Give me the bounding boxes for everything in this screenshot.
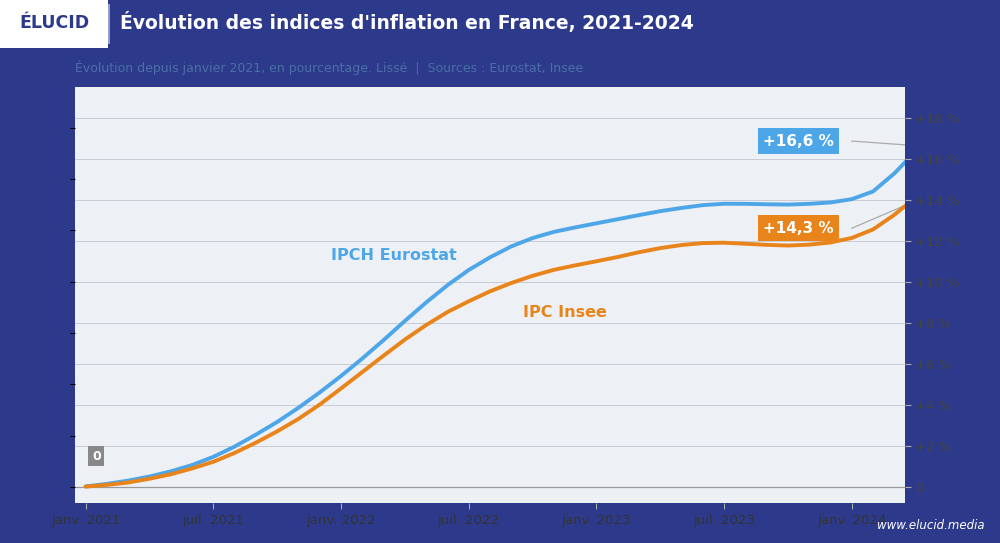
Text: ÉLUCID: ÉLUCID [19,14,89,32]
Text: Évolution des indices d'inflation en France, 2021-2024: Évolution des indices d'inflation en Fra… [120,12,694,34]
Text: www.elucid.media: www.elucid.media [877,519,985,532]
Text: 0: 0 [92,450,101,463]
Text: IPC Insee: IPC Insee [523,305,606,320]
Text: Évolution depuis janvier 2021, en pourcentage. Lissé  |  Sources : Eurostat, Ins: Évolution depuis janvier 2021, en pource… [75,61,583,75]
Text: IPCH Eurostat: IPCH Eurostat [331,248,457,263]
Text: +14,3 %: +14,3 % [763,220,834,236]
Text: +16,6 %: +16,6 % [763,134,834,149]
Bar [108,4,110,44]
Bar [0,0,108,48]
